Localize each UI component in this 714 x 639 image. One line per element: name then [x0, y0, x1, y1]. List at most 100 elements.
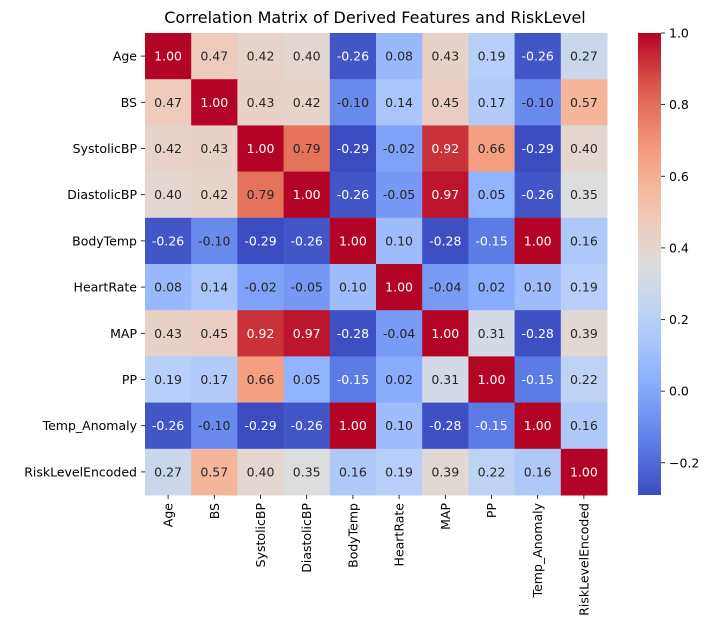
cell-value-label: -0.26 [337, 187, 369, 202]
cell-value-label: 0.19 [385, 464, 413, 479]
heatmap-cell [422, 310, 469, 357]
heatmap-cell [422, 356, 469, 404]
heatmap-cell [376, 125, 423, 173]
cell-value-label: 0.40 [154, 187, 182, 202]
row-tick-label: RiskLevelEncoded [24, 464, 137, 479]
heatmap-cell [468, 79, 516, 126]
heatmap-cell [329, 310, 377, 357]
cell-value-label: 0.43 [431, 49, 459, 64]
cell-value-label: 0.19 [154, 372, 182, 387]
cell-value-label: 0.31 [478, 326, 506, 341]
heatmap-cell [329, 356, 377, 404]
heatmap-cell [560, 264, 608, 311]
cell-value-label: 0.40 [247, 464, 275, 479]
cell-value-label: 0.02 [478, 280, 506, 295]
cell-value-label: 0.45 [431, 95, 459, 110]
cell-value-label: 0.08 [154, 280, 182, 295]
heatmap-cell [145, 217, 192, 265]
cell-value-label: 0.10 [524, 280, 552, 295]
cell-value-label: 0.22 [570, 372, 598, 387]
heatmap-cell [560, 217, 608, 265]
cell-value-label: -0.02 [244, 280, 276, 295]
heatmap-cell [191, 448, 238, 496]
cell-value-label: 0.42 [293, 95, 321, 110]
cell-value-label: -0.02 [383, 141, 415, 156]
cell-value-label: 1.00 [200, 95, 228, 110]
heatmap-cell [514, 310, 562, 357]
heatmap-cell [560, 125, 608, 173]
heatmap-cell [376, 356, 423, 404]
cell-value-label: 0.42 [200, 187, 228, 202]
row-tick-label: SystolicBP [73, 141, 138, 156]
cell-value-label: 1.00 [339, 233, 367, 248]
cell-value-label: 0.92 [431, 141, 459, 156]
heatmap-cell [145, 402, 192, 450]
row-tick-label: DiastolicBP [67, 187, 137, 202]
heatmap-cell [283, 79, 331, 126]
heatmap-cell [514, 356, 562, 404]
heatmap-cell [145, 171, 192, 219]
heatmap-cell [468, 356, 516, 404]
cell-value-label: -0.28 [522, 326, 554, 341]
heatmap-cell [468, 264, 516, 311]
cell-value-label: 0.16 [570, 233, 598, 248]
heatmap-cell [468, 171, 516, 219]
cell-value-label: 0.19 [478, 49, 506, 64]
heatmap-cell [191, 310, 238, 357]
cell-value-label: 0.57 [570, 95, 598, 110]
heatmap-cell [237, 356, 285, 404]
heatmap-cell [422, 402, 469, 450]
heatmap-cell [329, 79, 377, 126]
heatmap-cell [468, 310, 516, 357]
colorbar-tick-label: 0.4 [669, 240, 689, 255]
heatmap-cell [283, 356, 331, 404]
cell-value-label: -0.28 [429, 233, 461, 248]
cell-value-label: 0.47 [154, 95, 182, 110]
cell-value-label: 0.97 [431, 187, 459, 202]
cell-value-label: 1.00 [247, 141, 275, 156]
heatmap-cell [560, 33, 608, 80]
cell-value-label: 0.42 [247, 49, 275, 64]
colorbar-tick-label: 0.0 [669, 384, 689, 399]
heatmap-cell [283, 217, 331, 265]
heatmap-cell [145, 356, 192, 404]
cell-value-label: -0.10 [198, 418, 230, 433]
heatmap-cell [468, 33, 516, 80]
cell-value-label: 0.27 [154, 464, 182, 479]
heatmap-cell [191, 264, 238, 311]
heatmap-cell [329, 125, 377, 173]
cell-value-label: 0.16 [524, 464, 552, 479]
cell-value-label: 1.00 [570, 464, 598, 479]
cell-value-label: 0.42 [154, 141, 182, 156]
heatmap-cell [560, 79, 608, 126]
heatmap-cell [329, 448, 377, 496]
cell-value-label: 0.57 [200, 464, 228, 479]
column-tick-label: BS [207, 503, 222, 519]
cell-value-label: -0.26 [337, 49, 369, 64]
cell-value-label: -0.29 [522, 141, 554, 156]
cell-value-label: -0.26 [291, 418, 323, 433]
heatmap-cell [145, 79, 192, 126]
heatmap-cell [514, 125, 562, 173]
column-tick-label: DiastolicBP [299, 503, 314, 573]
heatmap-cell [514, 217, 562, 265]
cell-value-label: 0.43 [154, 326, 182, 341]
heatmap-cell [422, 448, 469, 496]
heatmap-cell [329, 217, 377, 265]
colorbar-tick-label: 0.2 [669, 312, 689, 327]
heatmap-cell [560, 310, 608, 357]
cell-value-label: 0.10 [385, 418, 413, 433]
colorbar-tick-label: −0.2 [669, 455, 699, 470]
cell-value-label: 0.14 [385, 95, 413, 110]
heatmap-cell [191, 125, 238, 173]
heatmap-cell [514, 448, 562, 496]
cell-value-label: 1.00 [524, 233, 552, 248]
heatmap-cell [191, 356, 238, 404]
cell-value-label: 0.45 [200, 326, 228, 341]
colorbar: 1.0 0.8 0.6 0.4 0.2 0.0 −0.2 [638, 26, 699, 495]
heatmap-cell [283, 125, 331, 173]
cell-value-label: 0.10 [385, 233, 413, 248]
heatmap-cell [514, 264, 562, 311]
cell-value-label: 0.39 [431, 464, 459, 479]
heatmap-cell [191, 217, 238, 265]
